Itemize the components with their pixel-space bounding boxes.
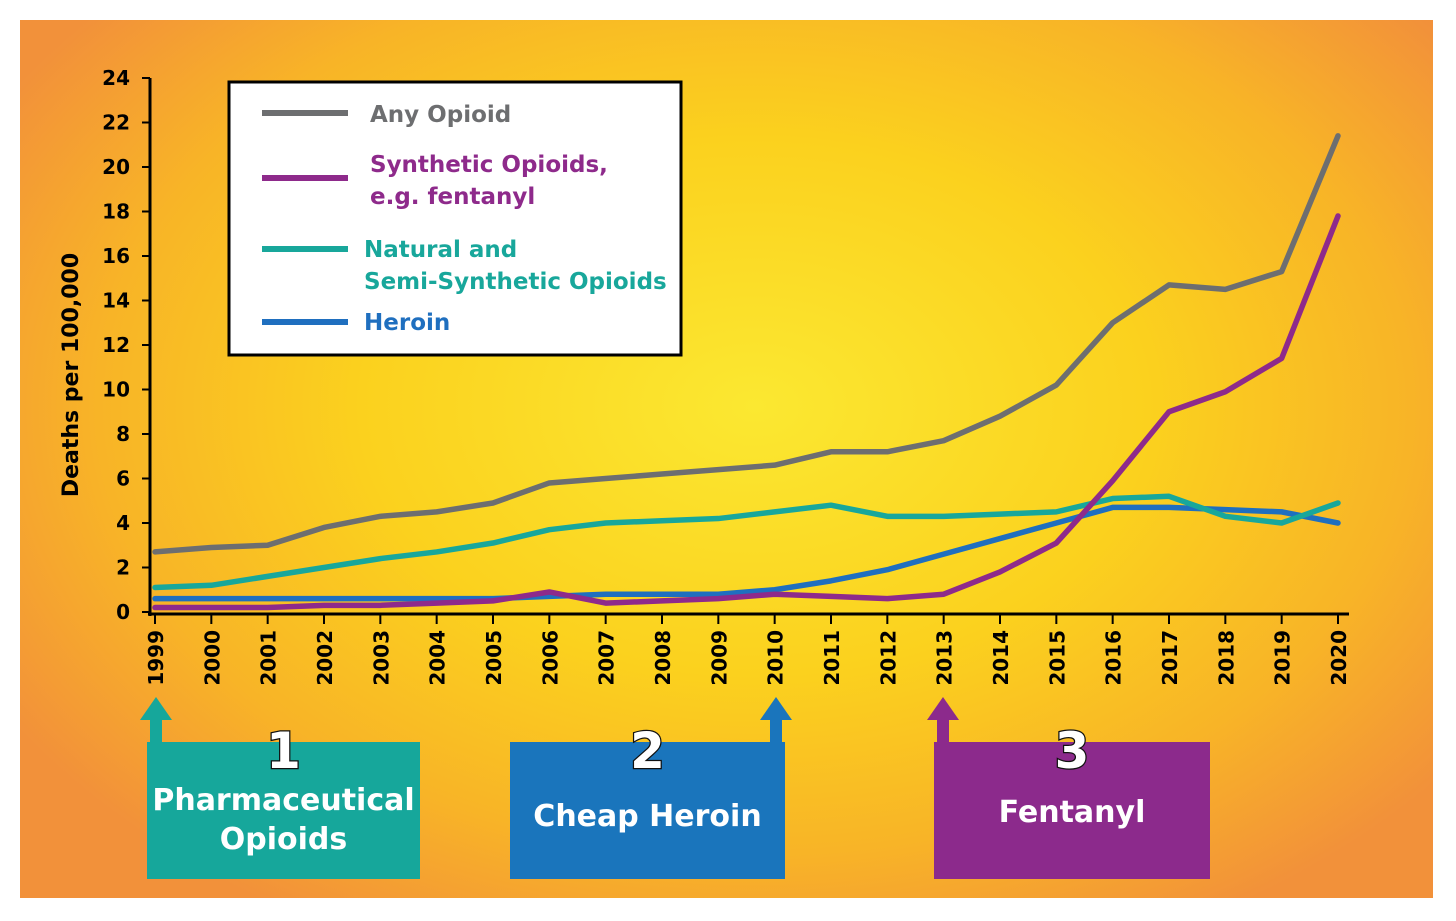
x-tick-label: 2020 [1327,630,1351,686]
y-tick-label: 12 [102,333,130,357]
x-tick-label: 2010 [764,630,788,686]
x-tick-label: 2006 [538,630,562,686]
legend-label: e.g. fentanyl [370,184,535,210]
x-tick-label: 2015 [1045,630,1069,686]
x-tick-label: 2008 [651,630,675,686]
callout-number: 3 [1055,722,1090,780]
y-tick-label: 18 [102,200,130,224]
x-tick-label: 2016 [1102,630,1126,686]
legend: Any Opioid Synthetic Opioids, e.g. fentany… [227,80,683,357]
x-tick-label: 2019 [1271,630,1295,686]
legend-box [227,80,683,357]
x-tick-label: 2013 [933,630,957,686]
callout-box [934,742,1210,879]
x-tick-label: 2017 [1158,630,1182,686]
y-tick-label: 14 [102,289,130,313]
callout-arrow-shaft [937,718,949,748]
legend-label: Any Opioid [370,102,511,128]
callout-number: 1 [266,722,301,780]
y-tick-label: 6 [116,467,130,491]
x-tick-label: 2007 [595,630,619,686]
series-line [152,504,1341,602]
y-tick-label: 4 [116,511,130,535]
series-line [152,133,1341,555]
legend-label: Semi-Synthetic Opioids [364,269,667,295]
legend-label: Heroin [364,310,450,336]
x-tick-label: 2005 [482,630,506,686]
x-tick-label: 2004 [426,630,450,686]
y-tick-label: 8 [116,422,130,446]
callout-number: 2 [630,722,665,780]
y-tick-label: 16 [102,244,130,268]
y-tick-label: 2 [116,556,130,580]
x-tick-label: 2002 [313,630,337,686]
series-line [152,493,1341,591]
x-tick-label: 2011 [820,630,844,686]
callout-label: Fentanyl [999,795,1146,830]
y-tick-label: 22 [102,111,130,135]
callout-arrow-head [760,697,792,720]
x-tick-label: 2000 [200,630,224,686]
callout-3: 3 Fentanyl [927,697,1210,879]
legend-label: Synthetic Opioids, [370,152,608,178]
y-tick-label: 0 [116,600,130,624]
legend-label: Natural and [364,237,517,263]
x-tick-label: 2003 [369,630,393,686]
x-tick-label: 2009 [707,630,731,686]
callout-label: Cheap Heroin [533,799,761,834]
x-tick-label: 2001 [257,630,281,686]
x-tick-label: 2012 [876,630,900,686]
y-tick-label: 10 [102,378,130,402]
y-tick-label: 20 [102,155,130,179]
callout-arrow-shaft [150,718,162,748]
callout-arrow-shaft [770,718,782,748]
x-tick-label: 2018 [1214,630,1238,686]
y-axis-title: Deaths per 100,000 [59,253,84,497]
series-line [152,213,1341,611]
callout-box [510,742,785,879]
y-tick-label: 24 [102,66,130,90]
callout-2: 2 Cheap Heroin [510,697,792,879]
callout-box [147,742,420,879]
x-tick-label: 1999 [144,630,168,686]
x-tick-label: 2014 [989,630,1013,686]
callout-label: Pharmaceutical [152,783,414,818]
callout-label: Opioids [220,822,348,857]
callout-arrow-head [140,697,172,720]
callout-arrow-head [927,697,959,720]
